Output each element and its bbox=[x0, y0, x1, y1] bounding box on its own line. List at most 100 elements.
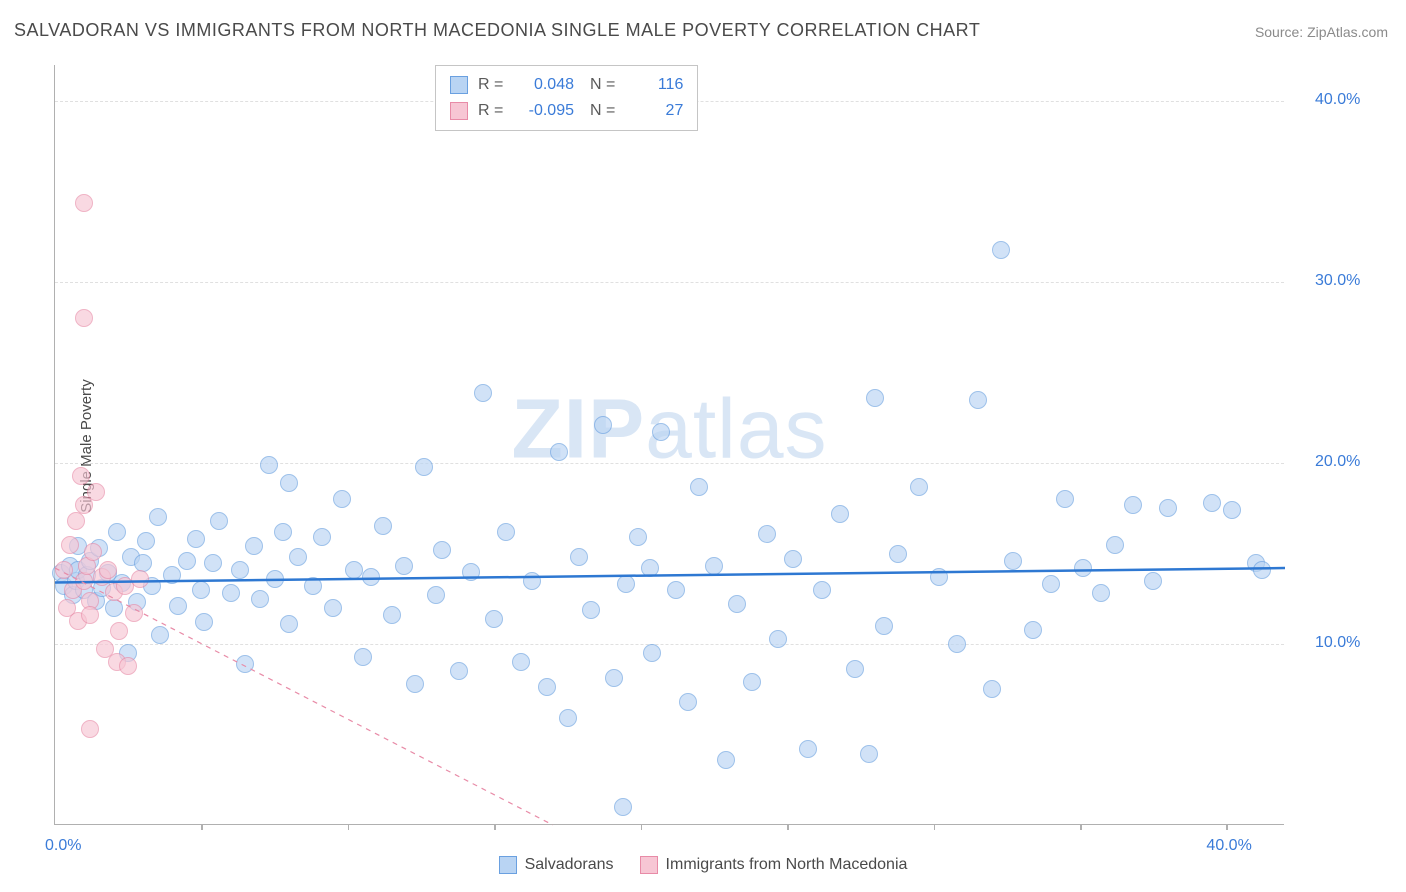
scatter-point bbox=[251, 590, 269, 608]
scatter-point bbox=[1106, 536, 1124, 554]
scatter-point bbox=[769, 630, 787, 648]
scatter-point bbox=[570, 548, 588, 566]
watermark-atlas: atlas bbox=[645, 382, 827, 476]
scatter-point bbox=[99, 561, 117, 579]
scatter-point bbox=[81, 606, 99, 624]
scatter-point bbox=[1092, 584, 1110, 602]
scatter-point bbox=[992, 241, 1010, 259]
scatter-point bbox=[1042, 575, 1060, 593]
legend-item: Salvadorans bbox=[499, 856, 614, 874]
x-tick-mark bbox=[494, 824, 496, 830]
legend-top-row: R = 0.048 N = 116 bbox=[450, 72, 683, 98]
scatter-point bbox=[1223, 501, 1241, 519]
scatter-point bbox=[195, 613, 213, 631]
scatter-point bbox=[169, 597, 187, 615]
scatter-point bbox=[983, 680, 1001, 698]
scatter-point bbox=[324, 599, 342, 617]
chart-title: SALVADORAN VS IMMIGRANTS FROM NORTH MACE… bbox=[14, 20, 980, 41]
legend-r-eq: R = bbox=[478, 76, 506, 94]
scatter-point bbox=[582, 601, 600, 619]
scatter-point bbox=[875, 617, 893, 635]
scatter-point bbox=[538, 678, 556, 696]
scatter-point bbox=[231, 561, 249, 579]
x-tick-mark bbox=[787, 824, 789, 830]
scatter-point bbox=[289, 548, 307, 566]
scatter-point bbox=[274, 523, 292, 541]
scatter-point bbox=[137, 532, 155, 550]
x-tick-label: 40.0% bbox=[1206, 837, 1251, 855]
scatter-point bbox=[690, 478, 708, 496]
scatter-point bbox=[743, 673, 761, 691]
scatter-point bbox=[1203, 494, 1221, 512]
plot-svg bbox=[55, 65, 1284, 824]
scatter-point bbox=[1024, 621, 1042, 639]
legend-swatch bbox=[450, 102, 468, 120]
scatter-point bbox=[192, 581, 210, 599]
legend-r-val: -0.095 bbox=[516, 102, 574, 120]
legend-r-eq: R = bbox=[478, 102, 506, 120]
legend-n-val: 116 bbox=[625, 76, 683, 94]
scatter-point bbox=[245, 537, 263, 555]
x-tick-mark bbox=[348, 824, 350, 830]
scatter-point bbox=[383, 606, 401, 624]
scatter-point bbox=[717, 751, 735, 769]
scatter-point bbox=[131, 570, 149, 588]
legend-swatch bbox=[499, 856, 517, 874]
legend-top-row: R = -0.095 N = 27 bbox=[450, 98, 683, 124]
scatter-point bbox=[187, 530, 205, 548]
scatter-point bbox=[512, 653, 530, 671]
scatter-point bbox=[119, 657, 137, 675]
scatter-point bbox=[1144, 572, 1162, 590]
scatter-point bbox=[110, 622, 128, 640]
scatter-point bbox=[149, 508, 167, 526]
legend-series: Salvadorans Immigrants from North Macedo… bbox=[0, 856, 1406, 874]
x-tick-mark bbox=[1226, 824, 1228, 830]
scatter-point bbox=[889, 545, 907, 563]
legend-swatch bbox=[640, 856, 658, 874]
scatter-point bbox=[75, 309, 93, 327]
legend-n-eq: N = bbox=[590, 76, 615, 94]
scatter-point bbox=[236, 655, 254, 673]
scatter-point bbox=[617, 575, 635, 593]
scatter-point bbox=[497, 523, 515, 541]
scatter-point bbox=[163, 566, 181, 584]
scatter-point bbox=[641, 559, 659, 577]
scatter-point bbox=[485, 610, 503, 628]
scatter-point bbox=[362, 568, 380, 586]
scatter-point bbox=[55, 561, 73, 579]
scatter-point bbox=[280, 615, 298, 633]
y-tick-label: 10.0% bbox=[1315, 634, 1360, 652]
scatter-point bbox=[75, 194, 93, 212]
scatter-point bbox=[84, 543, 102, 561]
legend-r-val: 0.048 bbox=[516, 76, 574, 94]
gridline bbox=[55, 282, 1284, 283]
gridline bbox=[55, 644, 1284, 645]
scatter-point bbox=[345, 561, 363, 579]
scatter-point bbox=[831, 505, 849, 523]
legend-label: Salvadorans bbox=[525, 856, 614, 874]
scatter-point bbox=[846, 660, 864, 678]
legend-swatch bbox=[450, 76, 468, 94]
scatter-point bbox=[260, 456, 278, 474]
scatter-point bbox=[108, 523, 126, 541]
watermark-zip: ZIP bbox=[511, 382, 645, 476]
y-tick-label: 30.0% bbox=[1315, 272, 1360, 290]
x-tick-mark bbox=[1080, 824, 1082, 830]
source-label: Source: ZipAtlas.com bbox=[1255, 24, 1388, 40]
scatter-point bbox=[667, 581, 685, 599]
y-tick-label: 20.0% bbox=[1315, 453, 1360, 471]
scatter-point bbox=[910, 478, 928, 496]
scatter-point bbox=[433, 541, 451, 559]
scatter-point bbox=[1253, 561, 1271, 579]
scatter-point bbox=[427, 586, 445, 604]
scatter-point bbox=[799, 740, 817, 758]
scatter-point bbox=[222, 584, 240, 602]
scatter-point bbox=[333, 490, 351, 508]
scatter-point bbox=[523, 572, 541, 590]
legend-n-eq: N = bbox=[590, 102, 615, 120]
legend-n-val: 27 bbox=[625, 102, 683, 120]
scatter-point bbox=[87, 483, 105, 501]
scatter-point bbox=[643, 644, 661, 662]
scatter-point bbox=[1074, 559, 1092, 577]
legend-label: Immigrants from North Macedonia bbox=[666, 856, 908, 874]
